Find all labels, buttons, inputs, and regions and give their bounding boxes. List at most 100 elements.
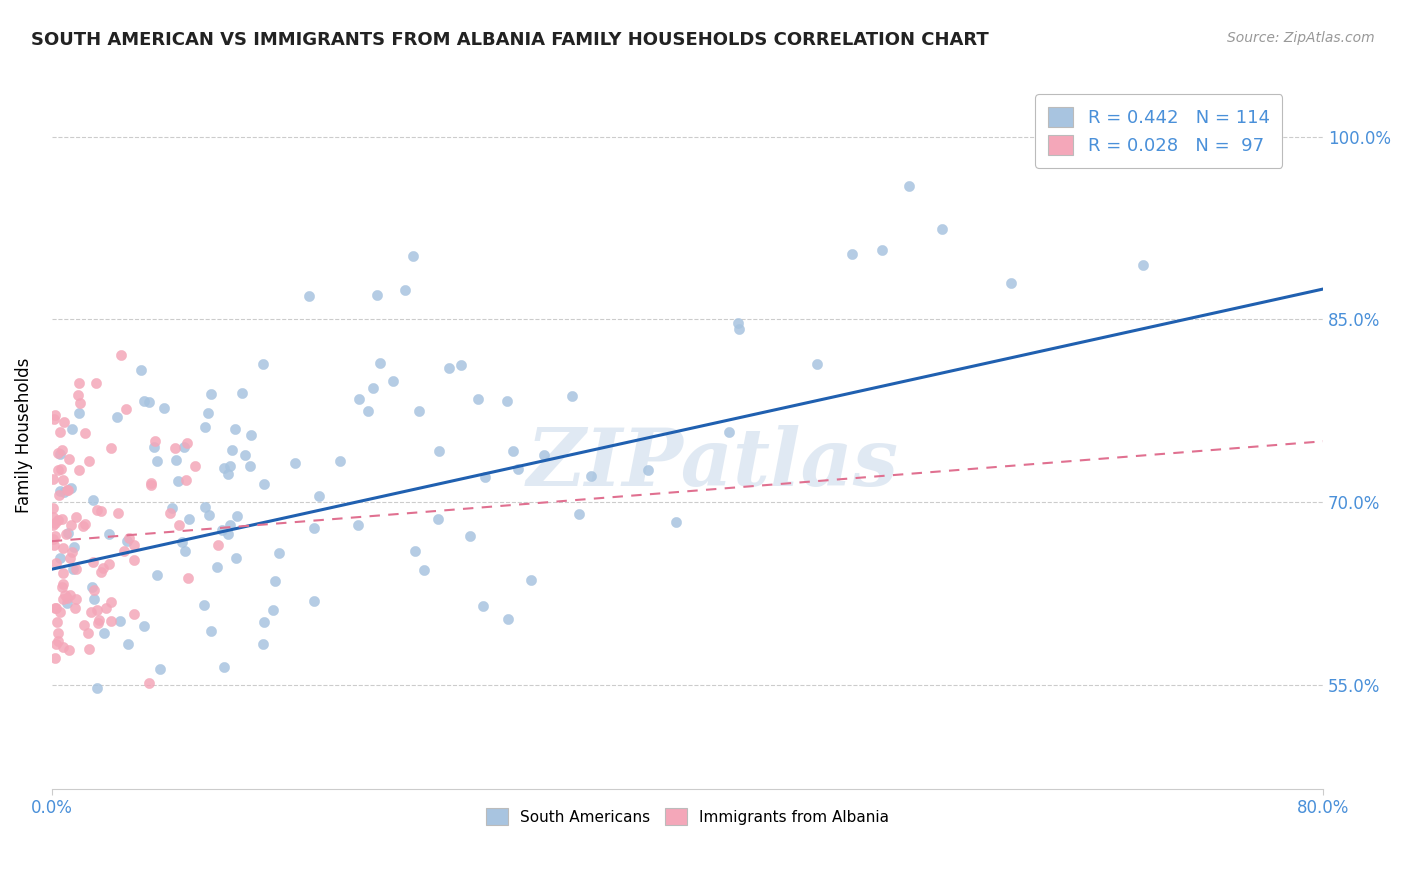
Point <box>67 463 90 477</box>
Point <box>46 615 69 630</box>
Point <box>52 592 75 607</box>
Text: SOUTH AMERICAN VS IMMIGRANTS FROM ALBANIA FAMILY HOUSEHOLDS CORRELATION CHART: SOUTH AMERICAN VS IMMIGRANTS FROM ALBANI… <box>31 31 988 49</box>
Point <box>117 637 139 651</box>
Point <box>48 447 70 461</box>
Point <box>72 519 94 533</box>
Point <box>207 538 229 552</box>
Point <box>58 452 80 467</box>
Point <box>718 425 741 439</box>
Point <box>165 453 187 467</box>
Point <box>138 395 160 409</box>
Point <box>427 512 450 526</box>
Point <box>42 518 65 533</box>
Legend: South Americans, Immigrants from Albania: South Americans, Immigrants from Albania <box>477 799 898 834</box>
Point <box>450 358 472 372</box>
Point <box>100 614 122 628</box>
Point <box>146 567 169 582</box>
Point <box>931 222 953 236</box>
Point <box>56 525 79 540</box>
Point <box>58 483 80 497</box>
Point <box>197 406 219 420</box>
Point <box>496 612 519 626</box>
Point <box>59 550 82 565</box>
Point <box>460 529 482 543</box>
Point <box>51 541 73 555</box>
Point <box>107 506 129 520</box>
Point <box>51 640 73 654</box>
Point <box>124 538 146 552</box>
Point <box>77 454 100 468</box>
Point <box>217 527 239 541</box>
Point <box>80 580 103 594</box>
Point <box>174 543 197 558</box>
Point <box>114 401 136 416</box>
Point <box>56 591 79 605</box>
Point <box>51 580 73 594</box>
Point <box>60 544 83 558</box>
Point <box>368 356 391 370</box>
Point <box>806 357 828 371</box>
Point <box>167 474 190 488</box>
Point <box>67 376 90 391</box>
Point <box>841 246 863 260</box>
Point <box>211 524 233 538</box>
Point <box>66 388 89 402</box>
Point <box>239 428 262 442</box>
Point <box>637 463 659 477</box>
Point <box>115 534 138 549</box>
Point <box>55 527 77 541</box>
Point <box>44 538 66 552</box>
Point <box>870 243 893 257</box>
Point <box>83 591 105 606</box>
Point <box>225 550 247 565</box>
Point <box>471 599 494 613</box>
Point <box>63 601 86 615</box>
Point <box>56 596 79 610</box>
Point <box>231 386 253 401</box>
Point <box>76 625 98 640</box>
Point <box>728 322 751 336</box>
Point <box>170 535 193 549</box>
Point <box>141 478 163 492</box>
Point <box>105 410 128 425</box>
Point <box>142 441 165 455</box>
Point <box>49 605 72 619</box>
Point <box>46 633 69 648</box>
Point <box>218 518 240 533</box>
Point <box>83 583 105 598</box>
Point <box>197 508 219 522</box>
Point <box>226 509 249 524</box>
Point <box>302 594 325 608</box>
Point <box>148 662 170 676</box>
Point <box>404 544 426 558</box>
Point <box>381 374 404 388</box>
Point <box>253 615 276 629</box>
Point <box>45 601 67 615</box>
Point <box>167 518 190 533</box>
Point <box>53 588 76 602</box>
Point <box>100 595 122 609</box>
Point <box>159 507 181 521</box>
Point <box>86 603 108 617</box>
Point <box>114 544 136 558</box>
Point <box>65 591 87 606</box>
Point <box>63 540 86 554</box>
Point <box>46 446 69 460</box>
Point <box>665 515 688 529</box>
Point <box>84 376 107 390</box>
Point <box>1132 258 1154 272</box>
Point <box>129 362 152 376</box>
Point <box>193 598 215 612</box>
Point <box>49 425 72 439</box>
Point <box>727 316 749 330</box>
Point <box>86 503 108 517</box>
Point <box>97 557 120 571</box>
Point <box>252 357 274 371</box>
Point <box>73 618 96 632</box>
Point <box>44 516 66 531</box>
Point <box>52 566 75 580</box>
Point <box>82 556 104 570</box>
Point <box>46 626 69 640</box>
Point <box>308 489 330 503</box>
Point <box>329 454 352 468</box>
